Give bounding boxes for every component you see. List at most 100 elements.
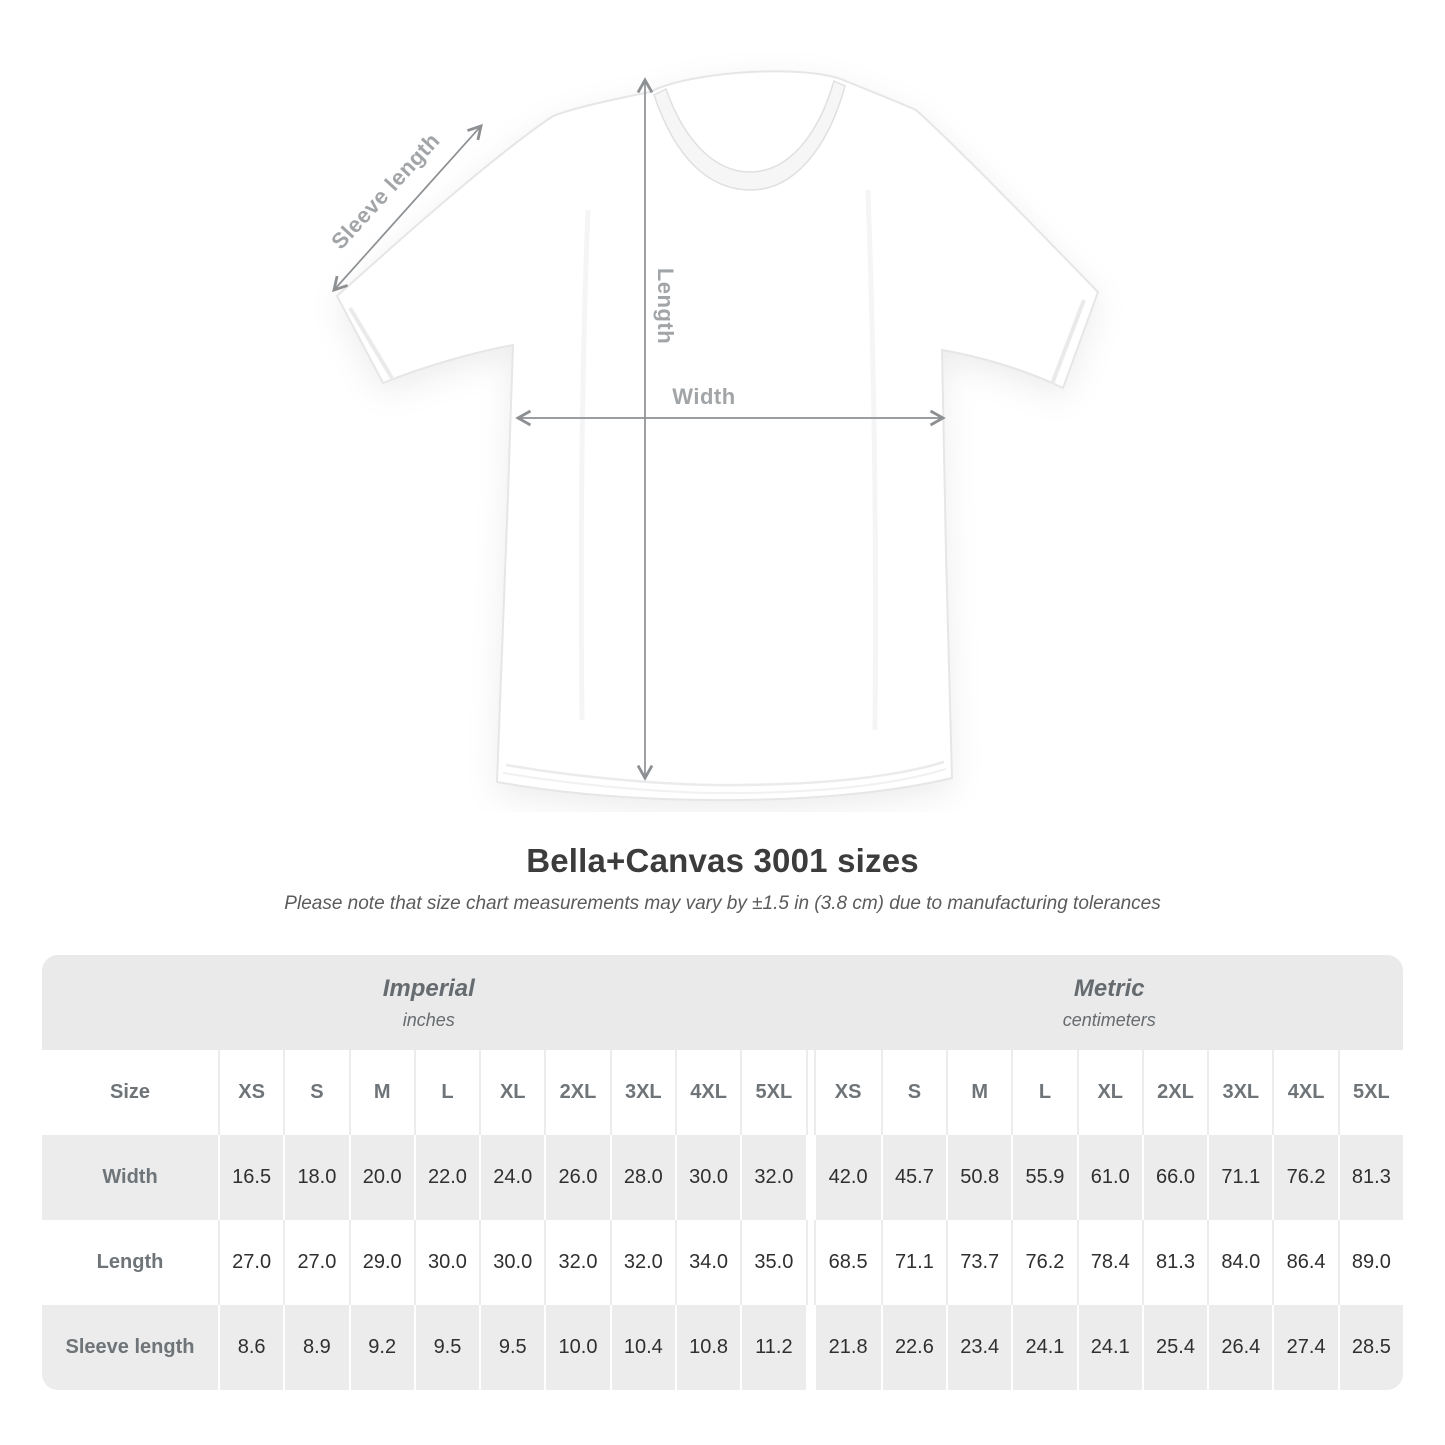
imperial-band: Imperial inches — [42, 955, 816, 1050]
length-imperial-32.0: 32.0 — [544, 1220, 610, 1305]
length-row-label: Length — [42, 1220, 218, 1305]
length-row: Length 27.0 27.0 29.0 30.0 30.0 32.0 32.0 34.0 35… — [42, 1220, 1403, 1305]
sleeve-length-metric-26.4: 26.4 — [1207, 1305, 1273, 1390]
size-column-header: Size — [42, 1050, 218, 1135]
size-header-metric-4xl: 4XL — [1272, 1050, 1338, 1135]
sleeve-length-metric-28.5: 28.5 — [1337, 1305, 1403, 1390]
size-header-row: Size XS S M L XL 2XL 3XL 4XL 5XL XS S M L XL 2XL 3XL 4XL 5… — [42, 1050, 1403, 1135]
length-metric-76.2: 76.2 — [1011, 1220, 1077, 1305]
size-header-imperial-l: L — [413, 1050, 480, 1135]
length-imperial-29.0: 29.0 — [348, 1220, 414, 1305]
length-imperial-27.0: 27.0 — [218, 1220, 284, 1305]
tshirt-image — [336, 70, 1099, 802]
sleeve-length-metric-24.1: 24.1 — [1011, 1305, 1077, 1390]
width-row-label: Width — [42, 1135, 218, 1220]
size-header-imperial-s: S — [283, 1050, 349, 1135]
length-imperial-35.0: 35.0 — [740, 1220, 806, 1305]
length-metric-71.1: 71.1 — [880, 1220, 947, 1305]
sleeve-length-imperial-10.4: 10.4 — [609, 1305, 675, 1390]
size-header-metric-l: L — [1011, 1050, 1077, 1135]
sleeve-length-metric-21.8: 21.8 — [815, 1305, 881, 1390]
width-imperial-32.0: 32.0 — [740, 1135, 806, 1220]
unit-band-row: Imperial inches Metric centimeters — [42, 955, 1403, 1050]
length-metric-84.0: 84.0 — [1207, 1220, 1273, 1305]
length-metric-86.4: 86.4 — [1272, 1220, 1338, 1305]
sleeve-length-imperial-10.0: 10.0 — [544, 1305, 610, 1390]
width-metric-45.7: 45.7 — [880, 1135, 947, 1220]
size-header-imperial-3xl: 3XL — [609, 1050, 675, 1135]
width-label: Width — [672, 384, 735, 409]
length-imperial-34.0: 34.0 — [674, 1220, 741, 1305]
size-table: Imperial inches Metric centimeters Size X… — [42, 955, 1403, 1390]
width-imperial-20.0: 20.0 — [348, 1135, 414, 1220]
length-metric-68.5: 68.5 — [815, 1220, 881, 1305]
size-header-metric-2xl: 2XL — [1141, 1050, 1208, 1135]
half-divider — [805, 1135, 816, 1220]
sleeve-length-imperial-8.9: 8.9 — [283, 1305, 349, 1390]
size-header-imperial-xl: XL — [479, 1050, 545, 1135]
width-imperial-24.0: 24.0 — [479, 1135, 545, 1220]
width-metric-66.0: 66.0 — [1141, 1135, 1208, 1220]
sleeve-length-imperial-10.8: 10.8 — [674, 1305, 741, 1390]
size-header-metric-5xl: 5XL — [1337, 1050, 1403, 1135]
sleeve-length-row: Sleeve length 8.6 8.9 9.2 9.5 9.5 10.0 10.4 10.8… — [42, 1305, 1403, 1390]
sleeve-length-imperial-9.5: 9.5 — [479, 1305, 545, 1390]
sleeve-length-imperial-9.5: 9.5 — [413, 1305, 480, 1390]
metric-band-title: Metric — [1073, 974, 1145, 1002]
half-divider — [805, 1220, 816, 1305]
metric-band-unit: centimeters — [1062, 1009, 1156, 1030]
width-imperial-18.0: 18.0 — [283, 1135, 349, 1220]
width-imperial-28.0: 28.0 — [609, 1135, 675, 1220]
width-imperial-16.5: 16.5 — [218, 1135, 284, 1220]
tshirt-measurement-diagram: Length Width Sleeve length — [326, 70, 1099, 802]
size-header-imperial-2xl: 2XL — [544, 1050, 610, 1135]
metric-band: Metric centimeters — [815, 955, 1403, 1050]
size-header-imperial-m: M — [348, 1050, 414, 1135]
length-imperial-30.0: 30.0 — [479, 1220, 545, 1305]
width-row: Width 16.5 18.0 20.0 22.0 24.0 26.0 28.0 30.0 32.… — [42, 1135, 1403, 1220]
sleeve-length-arrow — [332, 123, 483, 293]
page-title: Bella+Canvas 3001 sizes — [526, 842, 919, 879]
imperial-band-unit: inches — [402, 1009, 455, 1030]
tolerance-note: Please note that size chart measurements… — [284, 893, 1161, 914]
size-header-imperial-5xl: 5XL — [740, 1050, 806, 1135]
size-header-imperial-4xl: 4XL — [674, 1050, 741, 1135]
length-metric-81.3: 81.3 — [1141, 1220, 1208, 1305]
sleeve-length-row-label: Sleeve length — [42, 1305, 218, 1390]
sleeve-length-imperial-8.6: 8.6 — [218, 1305, 284, 1390]
length-imperial-27.0: 27.0 — [283, 1220, 349, 1305]
size-header-metric-m: M — [946, 1050, 1012, 1135]
length-imperial-30.0: 30.0 — [413, 1220, 480, 1305]
imperial-band-title: Imperial — [382, 974, 475, 1002]
length-label: Length — [653, 268, 678, 344]
length-metric-89.0: 89.0 — [1337, 1220, 1403, 1305]
width-metric-61.0: 61.0 — [1076, 1135, 1142, 1220]
size-header-metric-3xl: 3XL — [1207, 1050, 1273, 1135]
size-header-metric-s: S — [880, 1050, 947, 1135]
width-imperial-22.0: 22.0 — [413, 1135, 480, 1220]
width-metric-71.1: 71.1 — [1207, 1135, 1273, 1220]
width-metric-50.8: 50.8 — [946, 1135, 1012, 1220]
size-header-metric-xs: XS — [815, 1050, 881, 1135]
sleeve-length-metric-22.6: 22.6 — [880, 1305, 947, 1390]
sleeve-length-metric-25.4: 25.4 — [1141, 1305, 1208, 1390]
size-header-imperial-xs: XS — [218, 1050, 284, 1135]
size-header-metric-xl: XL — [1076, 1050, 1142, 1135]
width-metric-42.0: 42.0 — [815, 1135, 881, 1220]
sleeve-length-imperial-11.2: 11.2 — [740, 1305, 806, 1390]
width-metric-55.9: 55.9 — [1011, 1135, 1077, 1220]
sleeve-length-imperial-9.2: 9.2 — [348, 1305, 414, 1390]
sleeve-length-metric-27.4: 27.4 — [1272, 1305, 1338, 1390]
sleeve-length-metric-23.4: 23.4 — [946, 1305, 1012, 1390]
width-imperial-26.0: 26.0 — [544, 1135, 610, 1220]
half-divider — [805, 1050, 816, 1135]
length-metric-78.4: 78.4 — [1076, 1220, 1142, 1305]
length-metric-73.7: 73.7 — [946, 1220, 1012, 1305]
tshirt-diagram-svg: Length Width Sleeve length — [326, 70, 1099, 802]
width-metric-76.2: 76.2 — [1272, 1135, 1338, 1220]
size-table-body: Size XS S M L XL 2XL 3XL 4XL 5XL XS S M L XL 2XL 3XL 4XL 5… — [42, 1050, 1403, 1390]
width-metric-81.3: 81.3 — [1337, 1135, 1403, 1220]
width-imperial-30.0: 30.0 — [674, 1135, 741, 1220]
half-divider — [805, 1305, 816, 1390]
